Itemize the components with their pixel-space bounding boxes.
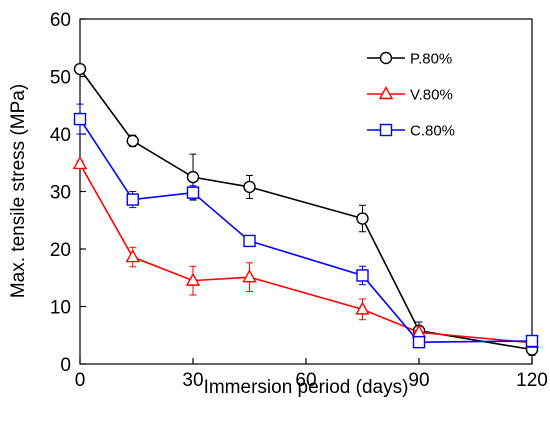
data-point (186, 170, 200, 184)
x-tick-label: 90 (408, 370, 429, 391)
square-marker-icon (379, 123, 393, 137)
y-tick-label: 50 (50, 68, 71, 89)
legend-item: P.80% (367, 51, 452, 68)
series-triangle (72, 155, 540, 348)
data-point (126, 193, 139, 206)
series-line (79, 68, 533, 351)
y-tick-label: 30 (50, 183, 71, 204)
data-point (412, 335, 426, 349)
y-tick-label: 0 (60, 355, 71, 376)
x-tick-label: 30 (182, 370, 203, 391)
series-layer (72, 62, 540, 356)
data-point (185, 272, 201, 286)
y-tick-label: 20 (50, 240, 71, 261)
series-square (73, 103, 539, 349)
data-point (125, 249, 140, 263)
plot-area-frame (79, 18, 533, 365)
y-axis: 0 10 20 30 40 50 60 (50, 10, 86, 376)
data-point (243, 234, 256, 248)
data-point (126, 134, 139, 148)
legend: P.80% V.80% C.80% (367, 51, 455, 140)
series-line (79, 118, 533, 343)
data-point (73, 112, 87, 126)
x-axis: 0 30 60 90 120 (75, 358, 548, 391)
x-tick-label: 120 (516, 370, 548, 391)
legend-item: C.80% (367, 123, 455, 140)
data-point (356, 269, 369, 282)
y-axis-title: Max. tensile stress (MPa) (8, 84, 29, 298)
data-point (73, 62, 87, 76)
legend-item: V.80% (367, 86, 453, 104)
legend-label: C.80% (410, 123, 455, 140)
data-point (356, 212, 369, 225)
circle-marker-icon (379, 51, 393, 65)
data-point (525, 334, 539, 348)
legend-label: P.80% (410, 51, 452, 68)
data-point (242, 269, 257, 283)
triangle-marker-icon (378, 86, 394, 100)
data-point (186, 186, 200, 199)
legend-label: V.80% (410, 87, 453, 104)
data-point (243, 180, 256, 194)
y-tick-label: 40 (50, 125, 71, 146)
x-tick-label: 60 (295, 370, 316, 391)
y-tick-label: 60 (50, 10, 71, 31)
series-circle (73, 62, 539, 356)
x-tick-label: 0 (75, 370, 86, 391)
x-axis-title: Immersion period (days) (204, 377, 409, 398)
series-line (79, 163, 533, 344)
data-point (355, 301, 370, 315)
y-tick-label: 10 (50, 298, 71, 319)
data-point (72, 155, 88, 170)
